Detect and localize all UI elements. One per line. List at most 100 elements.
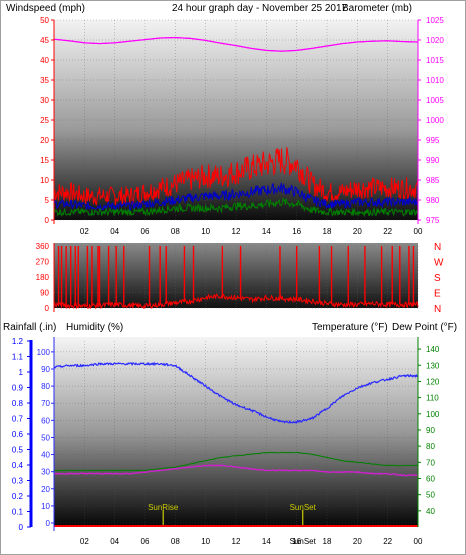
- barometer-series: [53, 36, 418, 52]
- temperature-tick-label: 140: [426, 345, 440, 354]
- humidity-x-tick-label: 02: [80, 537, 89, 546]
- wind-x-tick-label: 04: [110, 227, 119, 236]
- wind-x-tick-label: 02: [80, 227, 89, 236]
- barometer-tick-label: 1005: [426, 96, 444, 105]
- humidity-tick-label: 100: [37, 348, 51, 357]
- rain-tick-label: 0.6: [12, 430, 24, 439]
- wind-tick-label: 5: [45, 196, 50, 205]
- rain-tick-label: 0.2: [12, 492, 24, 501]
- rain-tick-label: 1.2: [12, 337, 24, 346]
- wind-tick-label: 40: [40, 56, 49, 65]
- temperature-series: [53, 451, 419, 472]
- humidity-tick-label: 60: [41, 416, 50, 425]
- rainfall-axis-title: Rainfall (.in): [3, 322, 56, 333]
- wind-direction-series: [53, 246, 419, 310]
- wind-x-tick-label: 22: [383, 227, 392, 236]
- rain-tick-label: 1: [19, 368, 24, 377]
- temperature-tick-label: 70: [426, 458, 435, 467]
- sunset-label: SunSet: [290, 503, 317, 512]
- temperature-tick-label: 60: [426, 474, 435, 483]
- windspeed-high-series: [53, 147, 419, 206]
- humidity-axis-title: Humidity (%): [66, 322, 123, 333]
- humidity-x-tick-label: 22: [383, 537, 392, 546]
- wind-tick-label: 25: [40, 116, 49, 125]
- wind-direction-series: [53, 293, 419, 310]
- barometer-tick-label: 980: [426, 196, 440, 205]
- humidity-x-tick-label: 08: [171, 537, 180, 546]
- humidity-x-tick-label: 12: [232, 537, 241, 546]
- temperature-tick-label: 80: [426, 442, 435, 451]
- wind-tick-label: 50: [40, 16, 49, 25]
- rain-tick-label: 1.1: [12, 353, 24, 362]
- rain-tick-label: 0.5: [12, 446, 24, 455]
- windspeed-axis-title: Windspeed (mph): [6, 3, 85, 14]
- humidity-x-tick-label: 20: [353, 537, 362, 546]
- direction-tick-label: 90: [40, 289, 49, 298]
- humidity-tick-label: 0: [46, 519, 51, 528]
- barometer-tick-label: 1000: [426, 116, 444, 125]
- humidity-x-tick-label: 18: [323, 537, 332, 546]
- wind-x-tick-label: 10: [201, 227, 210, 236]
- temperature-tick-label: 50: [426, 491, 435, 500]
- compass-label: W: [434, 258, 444, 269]
- wind-pressure-ticks: 0510152025303540455097598098599099510001…: [40, 16, 444, 236]
- humidity-x-tick-label: 06: [141, 537, 150, 546]
- wind-tick-label: 30: [40, 96, 49, 105]
- temperature-tick-label: 40: [426, 507, 435, 516]
- barometer-tick-label: 1010: [426, 76, 444, 85]
- humidity-tick-label: 10: [41, 502, 50, 511]
- rain-tick-label: 0.9: [12, 384, 24, 393]
- barometer-tick-label: 975: [426, 216, 440, 225]
- barometer-tick-label: 990: [426, 156, 440, 165]
- barometer-tick-label: 985: [426, 176, 440, 185]
- barometer-tick-label: 1020: [426, 36, 444, 45]
- direction-tick-label: 180: [36, 273, 50, 282]
- rain-tick-label: 0.8: [12, 399, 24, 408]
- humidity-x-tick-label: 04: [110, 537, 119, 546]
- humidity-tick-label: 50: [41, 433, 50, 442]
- humidity-temperature-series: SunRise SunSet: [53, 361, 419, 527]
- wind-tick-label: 20: [40, 136, 49, 145]
- rain-tick-label: 0.3: [12, 477, 24, 486]
- sunrise-label: SunRise: [148, 503, 179, 512]
- humidity-tick-label: 20: [41, 485, 50, 494]
- windspeed-low-series: [53, 196, 419, 218]
- wind-tick-label: 15: [40, 156, 49, 165]
- compass-label: E: [434, 289, 441, 300]
- wind-pressure-series: [53, 36, 419, 218]
- compass-label: N: [434, 242, 441, 253]
- humidity-tick-label: 90: [41, 365, 50, 374]
- wind-x-tick-label: 14: [262, 227, 271, 236]
- sunset-axis-label: SunSet: [290, 537, 317, 546]
- compass-label: N: [434, 304, 441, 315]
- rain-tick-label: 0.7: [12, 415, 24, 424]
- wind-tick-label: 10: [40, 176, 49, 185]
- wind-tick-label: 35: [40, 76, 49, 85]
- temperature-tick-label: 130: [426, 361, 440, 370]
- wind-x-tick-label: 06: [141, 227, 150, 236]
- wind-x-tick-label: 12: [232, 227, 241, 236]
- temperature-axis-title: Temperature (°F): [312, 322, 388, 333]
- humidity-x-tick-label: 16: [292, 537, 301, 546]
- wind-x-tick-label: 18: [323, 227, 332, 236]
- wind-x-tick-label: 08: [171, 227, 180, 236]
- temperature-tick-label: 100: [426, 410, 440, 419]
- barometer-axis-title: Barometer (mb): [342, 3, 412, 14]
- temperature-tick-label: 120: [426, 377, 440, 386]
- humidity-tick-label: 70: [41, 399, 50, 408]
- wind-x-tick-label: 16: [292, 227, 301, 236]
- wind-tick-label: 45: [40, 36, 49, 45]
- windspeed-avg-series: [53, 182, 419, 212]
- temperature-tick-label: 110: [426, 394, 439, 403]
- barometer-tick-label: 1025: [426, 16, 444, 25]
- wind-x-tick-label: 20: [353, 227, 362, 236]
- humidity-tick-label: 30: [41, 468, 50, 477]
- barometer-tick-label: 1015: [426, 56, 444, 65]
- temperature-tick-label: 90: [426, 426, 435, 435]
- rain-tick-label: 0.1: [12, 508, 24, 517]
- humidity-x-tick-label: 10: [201, 537, 210, 546]
- wind-tick-label: 0: [45, 216, 50, 225]
- humidity-tick-label: 40: [41, 451, 50, 460]
